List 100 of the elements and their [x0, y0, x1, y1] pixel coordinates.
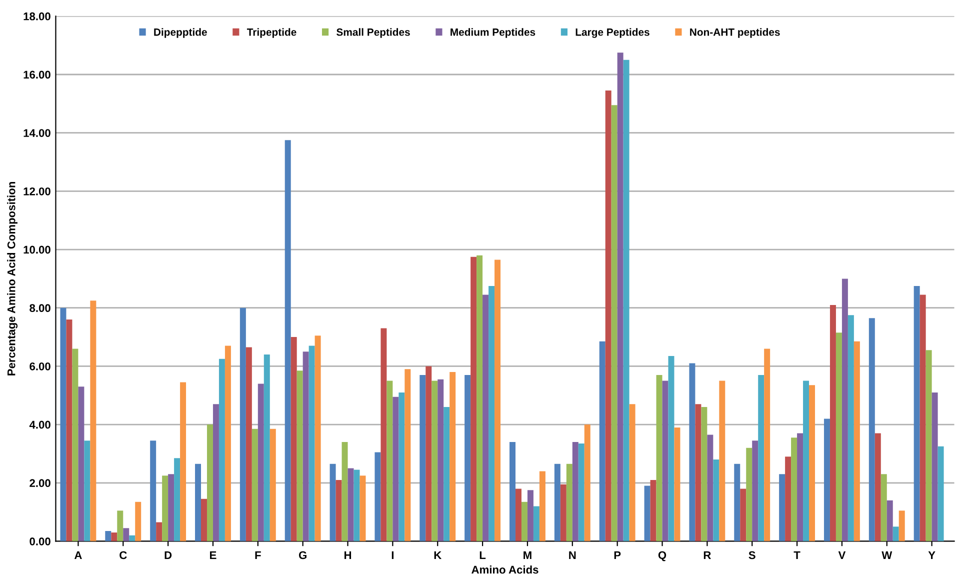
bar — [674, 427, 680, 542]
bar — [374, 452, 381, 542]
bar — [874, 433, 881, 542]
legend-label: Medium Peptides — [450, 28, 536, 38]
x-tick-label: F — [255, 551, 261, 559]
bar — [809, 385, 815, 542]
bar — [129, 535, 136, 542]
bar — [527, 490, 534, 542]
bar — [764, 348, 770, 542]
bar — [72, 348, 78, 542]
bar — [180, 382, 186, 542]
y-tick-label: 8.00 — [30, 304, 50, 312]
bar — [206, 424, 213, 542]
bar — [920, 294, 926, 542]
x-tick-label: M — [524, 551, 532, 559]
bar — [650, 480, 656, 542]
y-tick-label: 16.00 — [24, 70, 50, 79]
bar — [314, 336, 321, 542]
bar — [426, 366, 432, 542]
bar — [494, 260, 501, 542]
bar — [296, 370, 303, 542]
bar — [284, 140, 291, 542]
y-tick-label: 0.00 — [30, 537, 50, 546]
bar — [264, 354, 270, 542]
bar — [779, 474, 786, 542]
bar — [470, 256, 477, 542]
bar — [746, 448, 752, 542]
x-tick-label: I — [392, 551, 394, 559]
bar — [450, 372, 456, 542]
bar — [830, 304, 836, 542]
bar — [868, 318, 875, 542]
bar — [380, 328, 387, 542]
bar — [201, 498, 207, 542]
legend-label: Small Peptides — [336, 28, 410, 38]
bar — [488, 286, 495, 542]
bar — [578, 444, 584, 542]
bar — [892, 526, 899, 542]
bar — [566, 464, 572, 542]
bar — [60, 308, 66, 542]
bar — [605, 90, 612, 542]
y-tick-label: 6.00 — [30, 362, 50, 370]
bar — [880, 474, 887, 542]
bar — [914, 286, 920, 542]
bar — [174, 458, 180, 542]
bar — [713, 460, 720, 542]
bar — [290, 337, 297, 542]
bar — [476, 255, 483, 542]
bar — [791, 438, 798, 542]
bar — [617, 52, 624, 542]
bar — [105, 531, 112, 542]
x-axis-title: Amino Acids — [472, 565, 538, 574]
bar — [432, 380, 438, 542]
bar — [246, 347, 252, 542]
bar — [510, 442, 516, 542]
bar — [623, 60, 630, 542]
bar — [797, 433, 804, 542]
legend-label: Large Peptides — [576, 28, 650, 38]
bar — [572, 442, 578, 542]
bar — [218, 358, 225, 542]
bar — [90, 300, 96, 542]
bar — [302, 352, 309, 542]
bar — [611, 105, 618, 542]
bar — [117, 510, 124, 542]
bar — [270, 428, 276, 542]
x-tick-label: K — [434, 551, 442, 559]
x-tick-label: N — [569, 551, 576, 559]
bar — [464, 374, 471, 542]
bar — [360, 476, 366, 542]
bar — [695, 404, 702, 542]
bar — [599, 341, 606, 542]
x-tick-label: C — [120, 551, 127, 560]
bar — [150, 440, 156, 542]
x-tick-label: A — [74, 551, 82, 559]
bar — [404, 369, 411, 542]
x-tick-label: E — [210, 551, 216, 559]
bar — [482, 294, 489, 542]
bar — [84, 440, 90, 542]
bar — [854, 341, 860, 542]
bar — [521, 502, 528, 542]
bar — [824, 418, 830, 542]
bar — [212, 404, 219, 542]
bar — [842, 278, 848, 542]
bar — [886, 500, 893, 542]
bar — [803, 380, 810, 542]
bar — [444, 407, 450, 542]
bar — [162, 476, 168, 542]
bar — [392, 396, 399, 542]
bar — [420, 374, 426, 542]
bar — [554, 464, 560, 542]
bar — [195, 464, 201, 542]
x-tick-label: W — [882, 551, 892, 559]
x-tick-label: H — [344, 551, 352, 559]
bar — [898, 510, 905, 542]
y-tick-label: 12.00 — [24, 187, 50, 196]
bar — [629, 404, 636, 542]
x-tick-label: P — [614, 551, 621, 559]
bar — [330, 464, 336, 542]
bar — [135, 502, 142, 542]
bar — [123, 528, 130, 542]
bar — [78, 386, 84, 542]
